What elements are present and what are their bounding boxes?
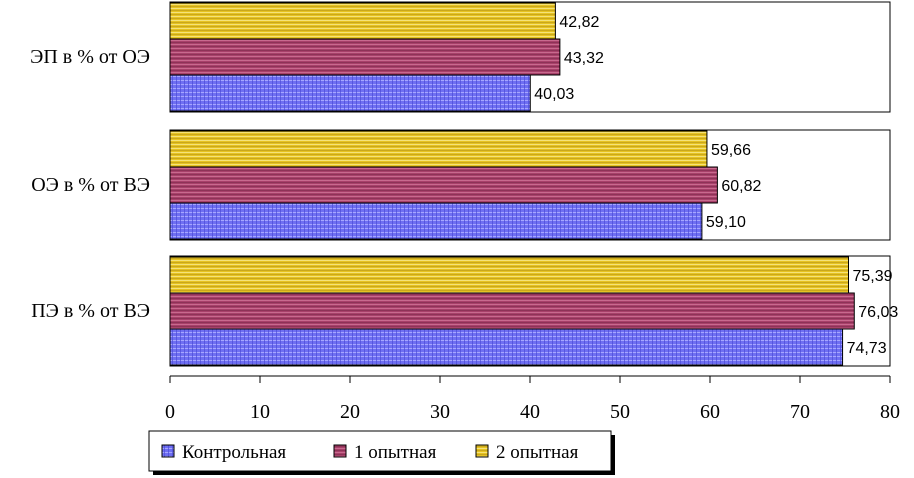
- bar: [169, 166, 718, 204]
- x-tick-label: 20: [340, 401, 360, 423]
- bar: [169, 38, 561, 76]
- legend-swatch: [333, 444, 347, 458]
- legend-swatch: [161, 444, 175, 458]
- bar: [169, 74, 531, 112]
- data-label: 75,39: [853, 268, 893, 285]
- data-label: 42,82: [559, 14, 599, 31]
- x-tick-label: 10: [250, 401, 270, 423]
- legend-swatch: [475, 444, 489, 458]
- legend-label: 1 опытная: [354, 442, 437, 463]
- legend-box: [148, 430, 612, 472]
- bar: [169, 130, 708, 168]
- legend-label: Контрольная: [182, 442, 286, 463]
- category-label: ПЭ в % от ВЭ: [31, 300, 150, 322]
- x-tick-label: 0: [165, 401, 175, 423]
- data-label: 76,03: [858, 304, 898, 321]
- data-label: 40,03: [534, 86, 574, 103]
- bar: [169, 328, 844, 366]
- legend-label: 2 опытная: [496, 442, 579, 463]
- legend: Контрольная 1 опытная 2 опытная: [148, 430, 615, 475]
- x-tick-label: 40: [520, 401, 540, 423]
- x-tick-label: 30: [430, 401, 450, 423]
- data-label: 43,32: [564, 50, 604, 67]
- data-label: 74,73: [847, 340, 887, 357]
- x-axis: 0 10 20 30 40 50 60 70 80: [165, 375, 900, 423]
- x-tick-label: 60: [700, 401, 720, 423]
- category-label: ОЭ в % от ВЭ: [31, 174, 150, 196]
- category-label: ЭП в % от ОЭ: [30, 46, 150, 68]
- bar: [169, 256, 850, 294]
- x-tick-label: 50: [610, 401, 630, 423]
- bar: [169, 202, 703, 240]
- bar: [169, 2, 556, 40]
- data-label: 60,82: [721, 178, 761, 195]
- data-label: 59,10: [706, 214, 746, 231]
- x-tick-label: 80: [880, 401, 900, 423]
- data-label: 59,66: [711, 142, 751, 159]
- x-tick-label: 70: [790, 401, 810, 423]
- bar: [169, 292, 855, 330]
